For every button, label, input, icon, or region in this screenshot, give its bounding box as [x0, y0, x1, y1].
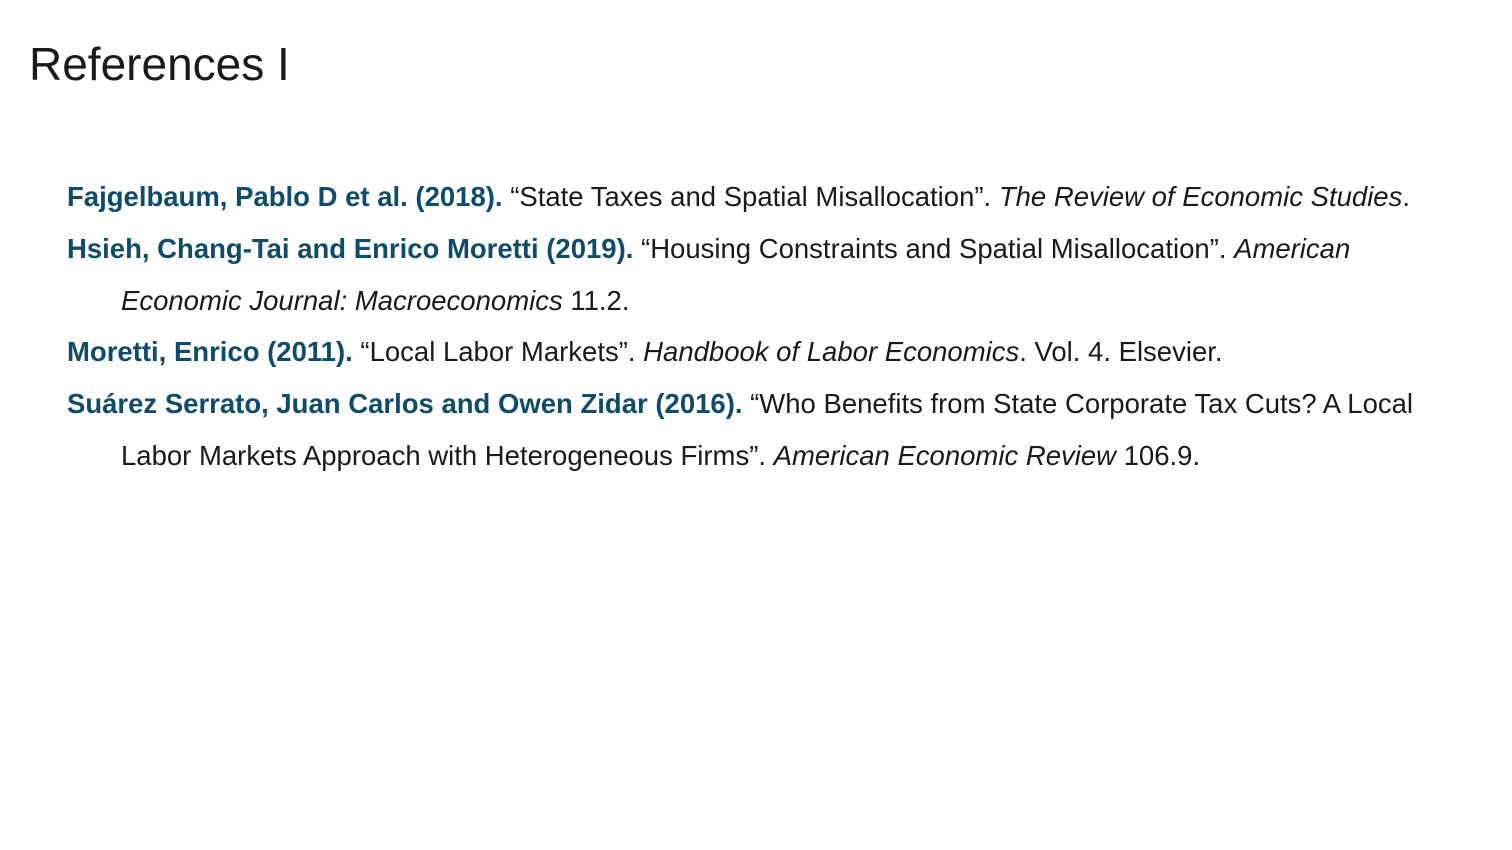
- reference-list: Fajgelbaum, Pablo D et al. (2018). “Stat…: [67, 171, 1457, 482]
- reference-venue: Handbook of Labor Economics: [643, 336, 1020, 368]
- reference-details: 106.9.: [1116, 439, 1201, 471]
- reference-details: .: [1402, 181, 1410, 212]
- reference-author: Hsieh, Chang-Tai and Enrico Moretti (201…: [67, 232, 634, 264]
- reference-item: Hsieh, Chang-Tai and Enrico Moretti (201…: [67, 223, 1457, 327]
- reference-venue: The Review of Economic Studies: [998, 181, 1403, 212]
- reference-venue: American Economic Review: [773, 439, 1116, 471]
- reference-item: Moretti, Enrico (2011). “Local Labor Mar…: [67, 326, 1457, 378]
- reference-author: Fajgelbaum, Pablo D et al. (2018).: [67, 181, 503, 212]
- reference-venue: American Economic Journal: Macroeconomic…: [121, 232, 1351, 316]
- reference-author: Moretti, Enrico (2011).: [67, 336, 353, 368]
- reference-details: 11.2.: [562, 284, 630, 316]
- reference-item: Suárez Serrato, Juan Carlos and Owen Zid…: [67, 378, 1457, 482]
- reference-article-title: “Local Labor Markets”.: [360, 336, 636, 368]
- reference-author: Suárez Serrato, Juan Carlos and Owen Zid…: [67, 388, 743, 420]
- reference-article-title: “Who Benefits from State Corporate Tax C…: [121, 388, 1414, 471]
- reference-article-title: “State Taxes and Spatial Misallocation”.: [510, 181, 992, 212]
- reference-details: . Vol. 4. Elsevier.: [1019, 336, 1223, 368]
- reference-item: Fajgelbaum, Pablo D et al. (2018). “Stat…: [67, 171, 1457, 223]
- page-title: References I: [29, 38, 290, 90]
- reference-article-title: “Housing Constraints and Spatial Misallo…: [641, 232, 1227, 264]
